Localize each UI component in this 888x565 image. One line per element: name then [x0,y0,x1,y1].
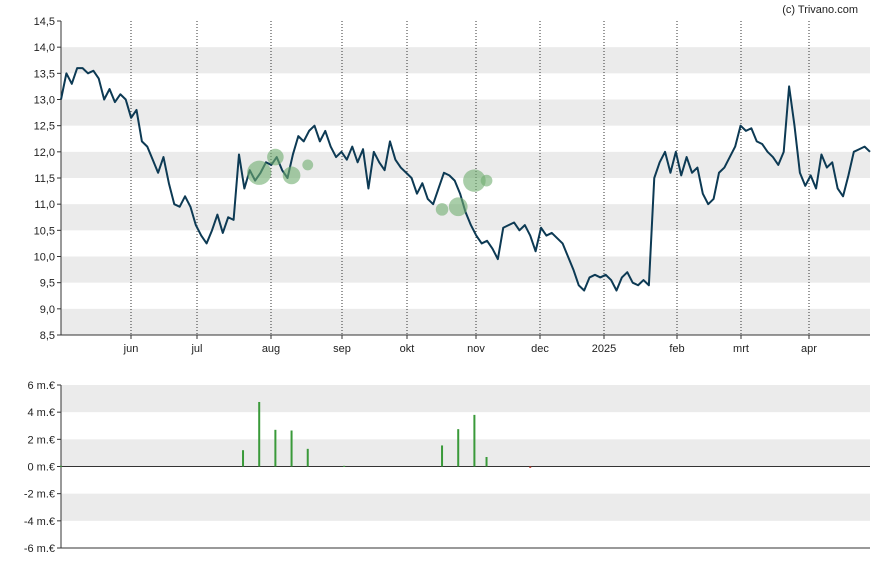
price-y-tick-label: 13,5 [34,68,55,80]
trade-bubble [282,166,301,185]
month-label: 2025 [592,343,616,355]
volume-y-tick-label: 6 m.€ [27,380,55,392]
month-label: apr [801,343,817,355]
price-y-tick-label: 12,0 [34,147,55,159]
month-label: dec [531,343,549,355]
month-label: okt [400,343,415,355]
volume-y-tick-label: -6 m.€ [24,543,55,555]
volume-bar [306,448,309,467]
volume-bar [529,466,532,468]
volume-grid-band [61,385,870,413]
volume-bar [441,445,444,467]
price-y-tick-label: 12,5 [34,121,55,133]
volume-y-tick-label: 2 m.€ [27,434,55,446]
month-label: nov [467,343,485,355]
volume-y-tick-label: -4 m.€ [24,516,55,528]
volume-bar [60,465,62,467]
volume-bar [290,430,293,467]
trade-bubble [435,203,449,216]
price-y-tick-label: 10,0 [34,252,55,264]
price-y-tick-label: 14,0 [34,42,55,54]
price-y-tick-label: 9,5 [40,278,55,290]
trade-bubble [463,169,486,192]
volume-bar [242,450,245,467]
price-grid-band [61,308,870,335]
volume-y-tick-label: 0 m.€ [27,462,55,474]
price-y-tick-label: 13,0 [34,95,55,107]
price-chart: 14,5 14,0 13,5 13,0 12,5 12,0 11,5 11,0 10,5 10,0… [34,16,871,355]
trade-bubble [302,159,314,171]
trade-bubble [448,197,468,217]
volume-chart: 6 m.€ 4 m.€ 2 m.€ 0 m.€ -2 m.€ -4 m.€ -6 m.€ [24,380,870,555]
volume-bar [343,465,346,467]
volume-bar [485,456,488,467]
price-y-tick-label: 14,5 [34,16,55,28]
volume-grid-band [61,493,870,521]
trade-bubble [267,148,284,166]
credit-label: (c) Trivano.com [782,4,858,16]
month-label: aug [262,343,280,355]
month-label: mrt [733,343,749,355]
price-grid-band [61,99,870,126]
month-label: jun [123,343,139,355]
volume-y-tick-label: 4 m.€ [27,407,55,419]
price-grid-band [61,47,870,74]
volume-bar [274,429,277,467]
trade-bubble [480,174,493,187]
price-y-tick-label: 10,5 [34,225,55,237]
price-y-tick-label: 11,0 [34,199,55,211]
volume-grid-band [61,439,870,467]
price-grid-band [61,256,870,283]
price-y-tick-label: 11,5 [34,173,55,185]
volume-bar [258,401,261,467]
price-y-tick-label: 9,0 [40,304,55,316]
price-y-tick-label: 8,5 [40,330,55,342]
volume-bar [473,414,476,467]
volume-bar [457,429,460,467]
month-label: feb [669,343,684,355]
volume-y-tick-label: -2 m.€ [24,489,55,501]
month-label: jul [190,343,202,355]
price-grid-band [61,151,870,178]
trade-bubble [247,160,272,185]
month-label: sep [333,343,351,355]
